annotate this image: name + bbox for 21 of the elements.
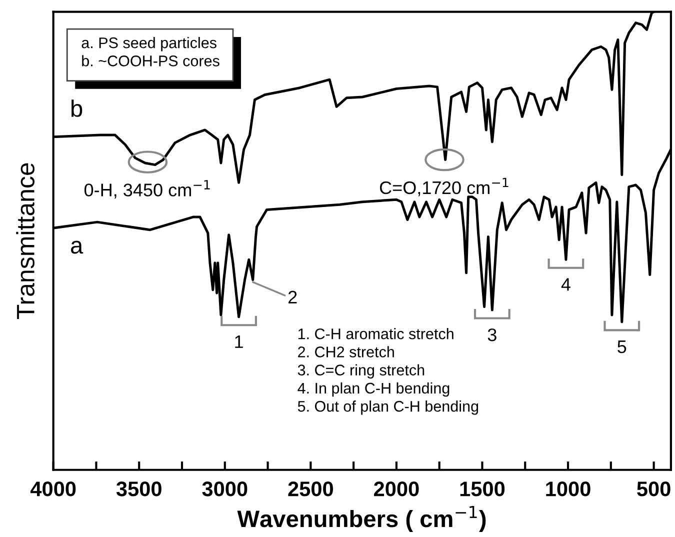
annotation: 5 [618, 340, 626, 354]
x-tick-label: 2000 [374, 482, 419, 496]
annotation: a. PS seed particles b. ~COOH-PS cores [82, 37, 220, 66]
x-tick-label: 3500 [116, 482, 162, 496]
x-tick-label: 3000 [202, 482, 248, 496]
annotation: 2 [288, 290, 297, 304]
annotation: 3 [488, 328, 496, 342]
x-tick-label: 2500 [288, 482, 333, 496]
annotation: 4 [561, 278, 570, 291]
annotation: 1 [235, 336, 243, 348]
x-tick-label: 1000 [546, 482, 590, 496]
x-tick-label: 500 [637, 482, 670, 496]
x-tick-label: 1500 [460, 482, 505, 496]
x-axis-title: Wavenumbers ( cm$^{−1}$) [237, 506, 486, 532]
series-label: a [70, 240, 84, 254]
y-axis-title: Transmittance [16, 163, 34, 319]
series-label: b [72, 100, 82, 117]
annotation: 0-H, 3450 cm$^{−1}$ [84, 180, 210, 199]
annotation: C=O,1720 cm$^{−1}$ [380, 178, 508, 196]
x-tick-label: 4000 [30, 482, 76, 496]
annotation: 1. C-H aromatic stretch 2. CH2 stretch 3. C=C ring stretch 4. In plan C-H bending 5. Out of plan C-H bending [298, 328, 478, 415]
